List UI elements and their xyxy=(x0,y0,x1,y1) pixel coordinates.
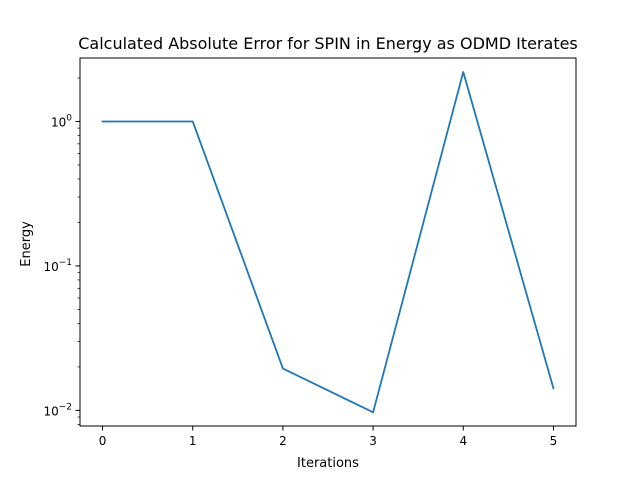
x-tick-label: 1 xyxy=(189,434,197,448)
chart-title: Calculated Absolute Error for SPIN in En… xyxy=(78,34,578,53)
x-tick-label: 5 xyxy=(550,434,558,448)
x-tick-label: 2 xyxy=(279,434,287,448)
y-tick-label: 100 xyxy=(51,113,72,129)
x-tick-label: 3 xyxy=(369,434,377,448)
x-tick-label: 4 xyxy=(459,434,467,448)
axes-frame xyxy=(79,57,577,427)
x-tick-label: 0 xyxy=(99,434,107,448)
y-tick-label: 10−2 xyxy=(43,402,72,418)
y-tick-label: 10−1 xyxy=(43,258,72,274)
x-axis-label: Iterations xyxy=(297,456,359,471)
plot-area: 0 1 2 3 4 5 10−2 10−1 100 xyxy=(43,57,577,448)
series-line-0 xyxy=(101,71,555,414)
y-axis-label: Energy xyxy=(19,221,34,267)
